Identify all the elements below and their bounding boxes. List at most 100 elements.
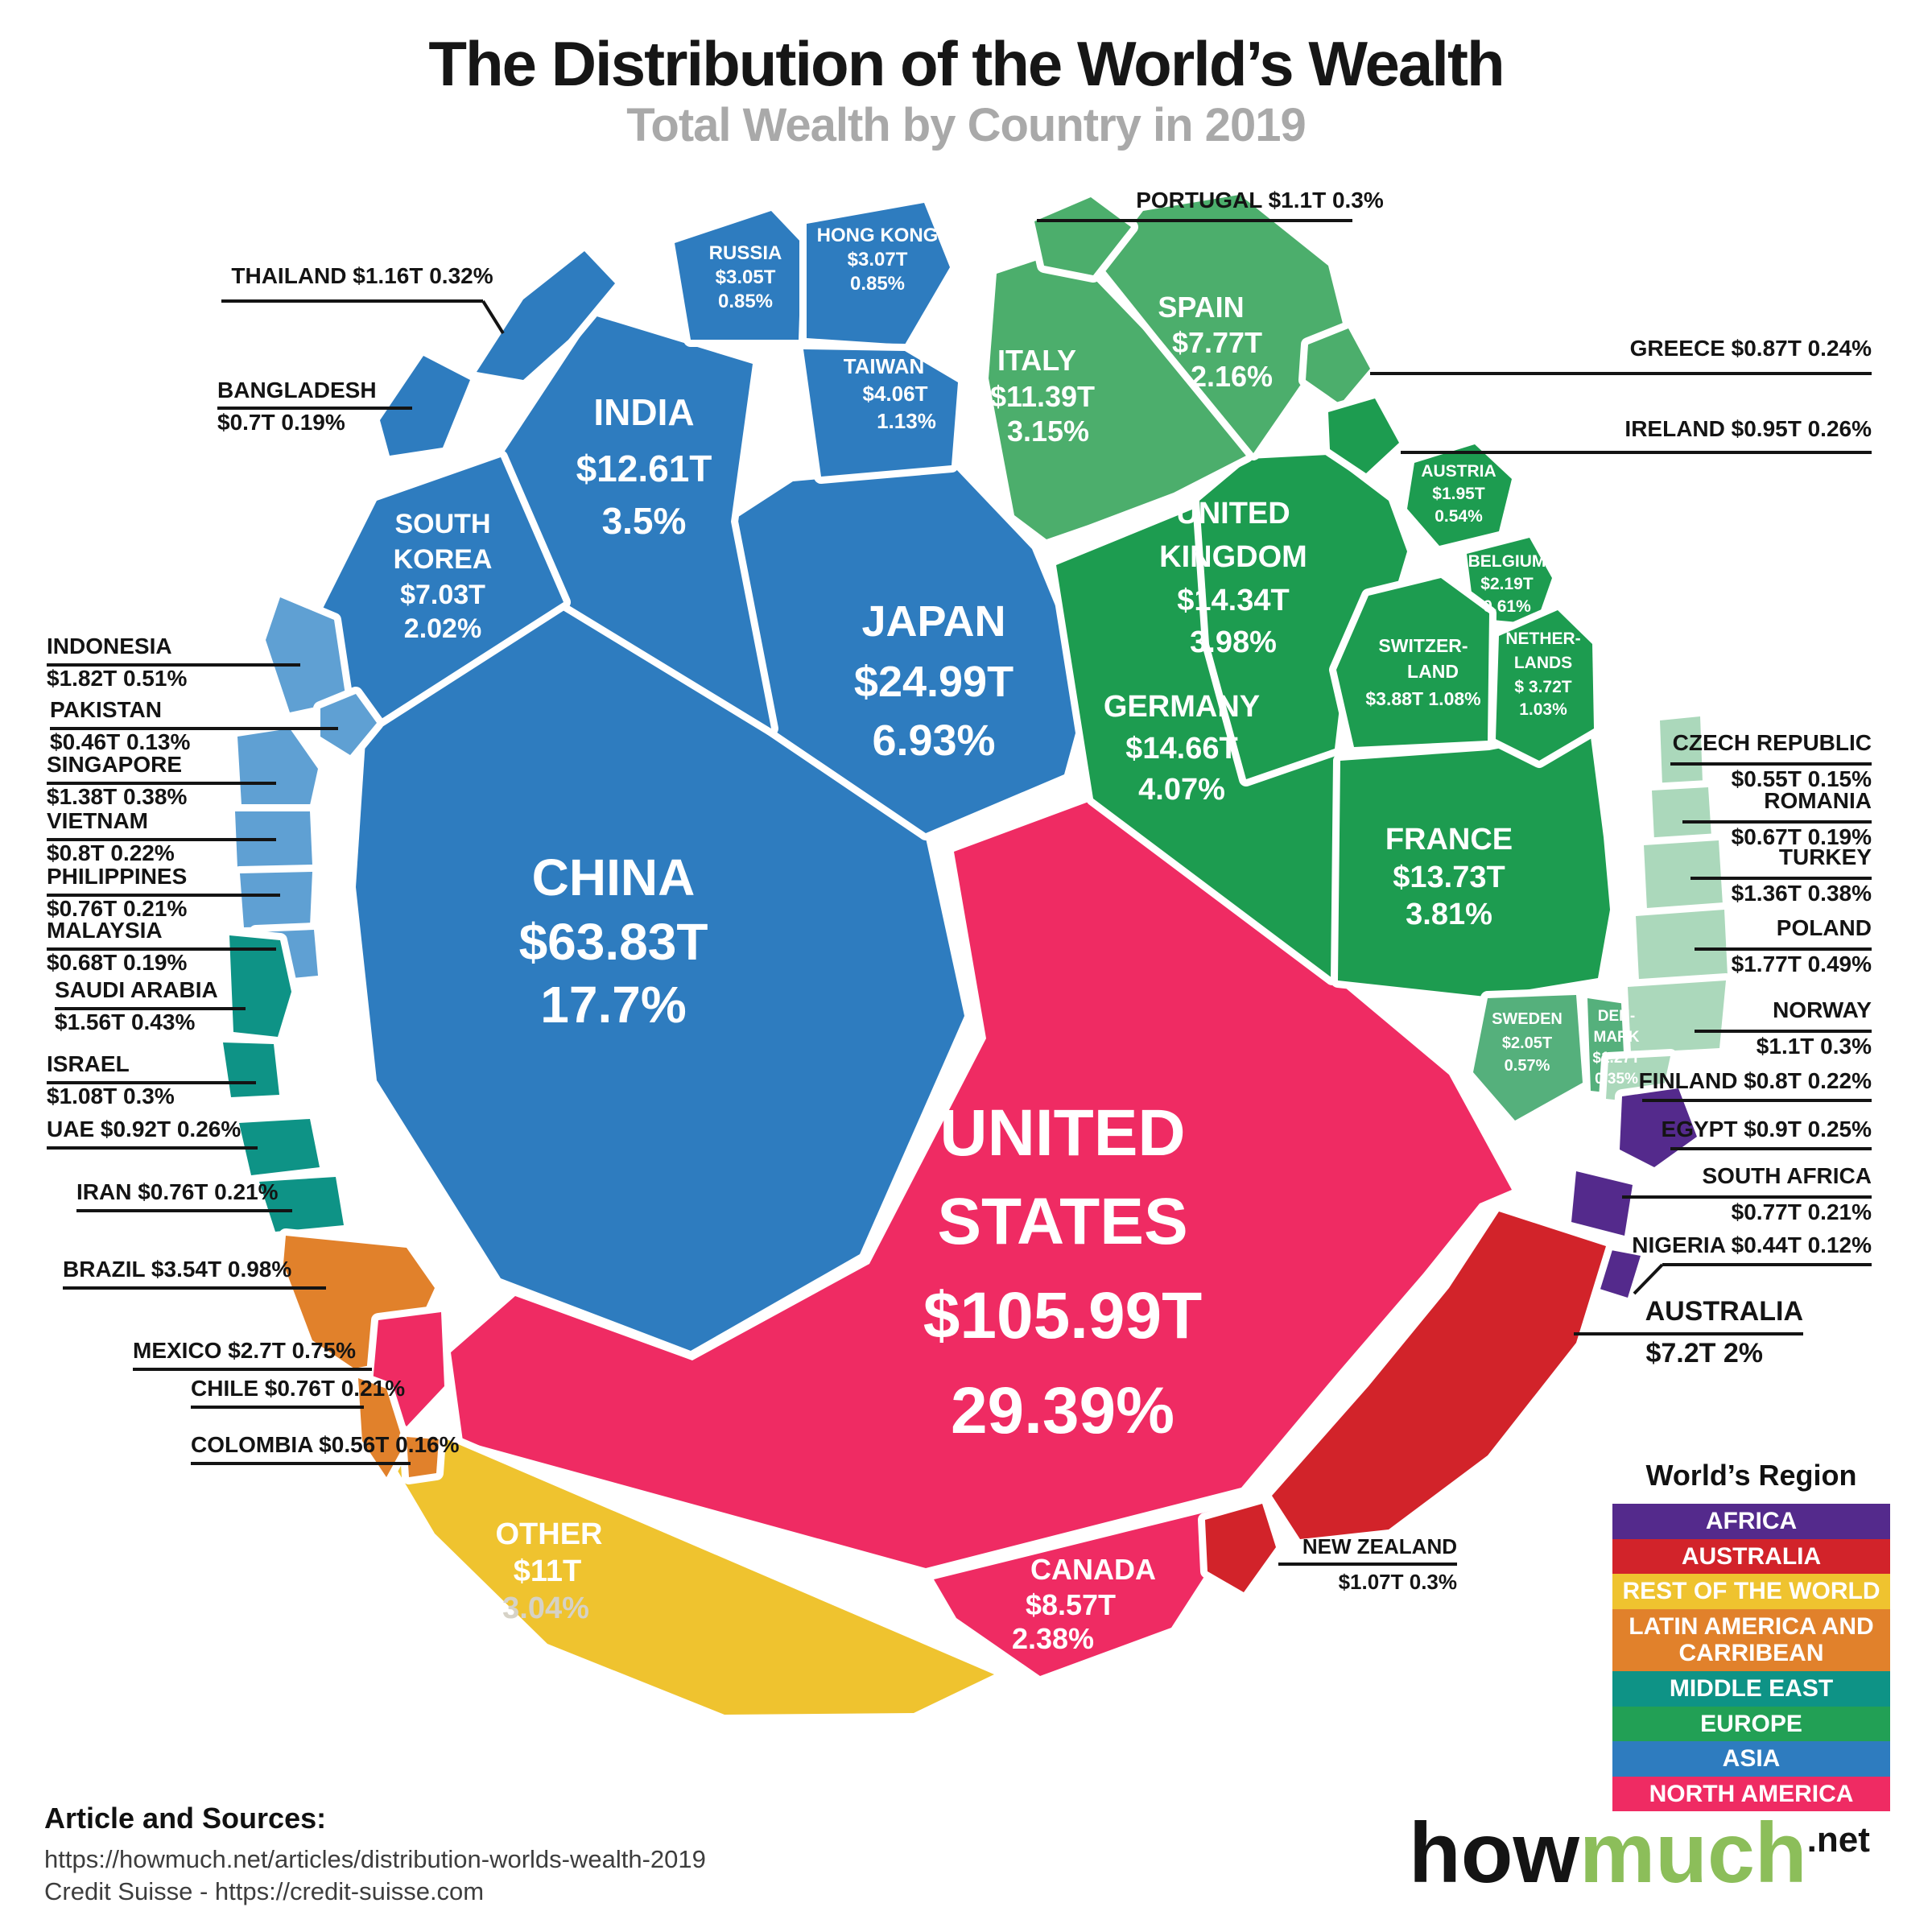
label-germany: GERMANY $14.66T 4.07% xyxy=(1104,690,1260,807)
label-india: INDIA $12.61T 3.5% xyxy=(576,391,712,542)
cell-taiwan xyxy=(796,342,965,484)
label-bangladesh: BANGLADESH $0.7T 0.19% xyxy=(217,378,377,435)
label-indonesia: INDONESIA $1.82T 0.51% xyxy=(47,634,187,691)
label-austria: AUSTRIA $1.95T 0.54% xyxy=(1421,462,1496,526)
label-united-states: UNITED STATES $105.99T 29.39% xyxy=(923,1096,1203,1447)
label-spain: SPAIN $7.77T 2.16% xyxy=(1158,291,1273,393)
cell-singapore xyxy=(230,721,325,812)
cell-netherlands xyxy=(1488,603,1601,768)
leader-thailand xyxy=(481,299,505,335)
legend-title: World’s Region xyxy=(1645,1459,1857,1492)
footer-heading: Article and Sources: xyxy=(44,1802,327,1835)
label-finland: FINLAND $0.8T 0.22% xyxy=(1639,1068,1872,1093)
page-title: The Distribution of the World’s Wealth xyxy=(428,28,1505,99)
label-turkey: TURKEY $1.36T 0.38% xyxy=(1732,844,1872,906)
label-uae: UAE $0.92T 0.26% xyxy=(47,1117,241,1141)
cell-other xyxy=(378,1432,1001,1722)
legend-row-rest-of-the-world: REST OF THE WORLD xyxy=(1612,1574,1890,1609)
cell-thailand xyxy=(469,244,622,387)
cell-poland xyxy=(1629,902,1735,988)
label-chile: CHILE $0.76T 0.21% xyxy=(191,1376,405,1401)
label-russia: RUSSIA $3.05T 0.85% xyxy=(709,242,782,312)
label-egypt: EGYPT $0.9T 0.25% xyxy=(1662,1117,1872,1141)
legend-row-north-america: NORTH AMERICA xyxy=(1612,1776,1890,1812)
label-new-zealand: NEW ZEALAND $1.07T 0.3% xyxy=(1302,1534,1457,1594)
cell-romania xyxy=(1645,780,1719,848)
label-vietnam: VIETNAM $0.8T 0.22% xyxy=(47,808,175,865)
label-australia: AUSTRALIA $7.2T 2% xyxy=(1645,1296,1803,1368)
legend-row-europe: EUROPE xyxy=(1612,1706,1890,1742)
label-belgium: BELGIUM $2.19T 0.61% xyxy=(1468,552,1546,616)
label-greece: GREECE $0.87T 0.24% xyxy=(1630,336,1872,361)
cell-portugal xyxy=(1027,190,1138,283)
label-czech-republic: CZECH REPUBLIC $0.55T 0.15% xyxy=(1673,730,1872,791)
label-france: FRANCE $13.73T 3.81% xyxy=(1385,823,1513,931)
label-norway: NORWAY $1.1T 0.3% xyxy=(1757,997,1872,1059)
label-taiwan: TAIWAN $4.06T 1.13% xyxy=(844,354,936,433)
cell-spain xyxy=(1094,188,1350,460)
cell-new-zealand xyxy=(1198,1496,1283,1600)
footer-source-url[interactable]: https://howmuch.net/articles/distributio… xyxy=(44,1845,706,1873)
cell-austria xyxy=(1400,437,1519,553)
cell-turkey xyxy=(1637,833,1730,917)
cell-south-africa xyxy=(1564,1164,1640,1243)
label-sweden: SWEDEN $2.05T 0.57% xyxy=(1492,1010,1563,1075)
label-philippines: PHILIPPINES $0.76T 0.21% xyxy=(47,864,187,921)
label-brazil: BRAZIL $3.54T 0.98% xyxy=(63,1257,291,1282)
label-pakistan: PAKISTAN $0.46T 0.13% xyxy=(50,697,190,754)
cell-japan xyxy=(724,460,1096,840)
cell-australia xyxy=(1265,1204,1613,1546)
label-colombia: COLOMBIA $0.56T 0.16% xyxy=(191,1432,460,1457)
label-ireland: IRELAND $0.95T 0.26% xyxy=(1624,416,1872,441)
label-china: CHINA $63.83T 17.7% xyxy=(519,848,708,1034)
label-iran: IRAN $0.76T 0.21% xyxy=(76,1179,279,1204)
cells-layer xyxy=(216,188,1735,1722)
cell-greece xyxy=(1298,321,1377,411)
cell-philippines xyxy=(233,865,320,935)
legend-row-australia: AUSTRALIA xyxy=(1612,1538,1890,1575)
cell-russia xyxy=(667,204,809,347)
label-netherlands: NETHER-LANDS $ 3.72T 1.03% xyxy=(1505,630,1580,719)
label-south-korea: SOUTH KOREA $7.03T 2.02% xyxy=(394,509,493,644)
logo-suffix-net: .net xyxy=(1806,1820,1870,1860)
label-portugal: PORTUGAL $1.1T 0.3% xyxy=(1136,188,1384,213)
label-poland: POLAND $1.77T 0.49% xyxy=(1732,915,1872,976)
cell-chile xyxy=(351,1371,411,1484)
cell-iran xyxy=(252,1170,351,1239)
cell-israel xyxy=(216,1035,287,1104)
cell-sweden xyxy=(1466,988,1590,1128)
label-united-kingdom: UNITED KINGDOM $14.34T 3.98% xyxy=(1159,497,1307,659)
label-hong-kong: HONG KONG $3.07T 0.85% xyxy=(817,225,939,295)
cell-hong-kong xyxy=(799,196,957,352)
cell-south-korea xyxy=(313,450,571,736)
leader-nigeria xyxy=(1633,1263,1664,1295)
label-mexico: MEXICO $2.7T 0.75% xyxy=(133,1338,356,1363)
label-italy: ITALY $11.39T 3.15% xyxy=(990,344,1095,448)
label-israel: ISRAEL $1.08T 0.3% xyxy=(47,1051,175,1108)
legend-row-africa: AFRICA xyxy=(1612,1504,1890,1539)
label-other: OTHER $11T 3.04% xyxy=(496,1517,603,1625)
footer-credit[interactable]: Credit Suisse - https://credit-suisse.co… xyxy=(44,1877,485,1906)
label-denmark: DEN-MARK $1.27T 0.35% xyxy=(1592,1008,1641,1088)
cell-saudi-arabia xyxy=(222,928,299,1044)
legend-row-latin-america: LATIN AMERICA AND CARRIBEAN xyxy=(1612,1608,1890,1671)
legend-row-asia: ASIA xyxy=(1612,1741,1890,1777)
label-japan: JAPAN $24.99T 6.93% xyxy=(854,597,1013,765)
logo-part-how: how xyxy=(1409,1806,1579,1901)
label-saudi-arabia: SAUDI ARABIA $1.56T 0.43% xyxy=(55,977,218,1034)
legend: World’s Region AFRICA AUSTRALIA REST OF TH… xyxy=(1612,1459,1890,1812)
label-thailand: THAILAND $1.16T 0.32% xyxy=(231,263,493,288)
legend-rows: AFRICA AUSTRALIA REST OF THE WORLD LATIN AM… xyxy=(1612,1504,1890,1812)
legend-row-middle-east: MIDDLE EAST xyxy=(1612,1670,1890,1707)
label-romania: ROMANIA $0.67T 0.19% xyxy=(1732,788,1872,849)
footer: Article and Sources: https://howmuch.net… xyxy=(44,1802,706,1909)
cell-united-states xyxy=(444,794,1519,1575)
cell-switzerland xyxy=(1329,571,1496,754)
howmuch-logo: howmuch.net xyxy=(1409,1805,1870,1902)
labels-layer: CHINA $63.83T 17.7% JAPAN $24.99T 6.93% INDIA $… xyxy=(47,188,1872,1655)
cell-norway xyxy=(1620,973,1733,1060)
label-malaysia: MALAYSIA $0.68T 0.19% xyxy=(47,918,187,975)
page-subtitle: Total Wealth by Country in 2019 xyxy=(626,99,1306,151)
label-nigeria: NIGERIA $0.44T 0.12% xyxy=(1632,1232,1872,1257)
